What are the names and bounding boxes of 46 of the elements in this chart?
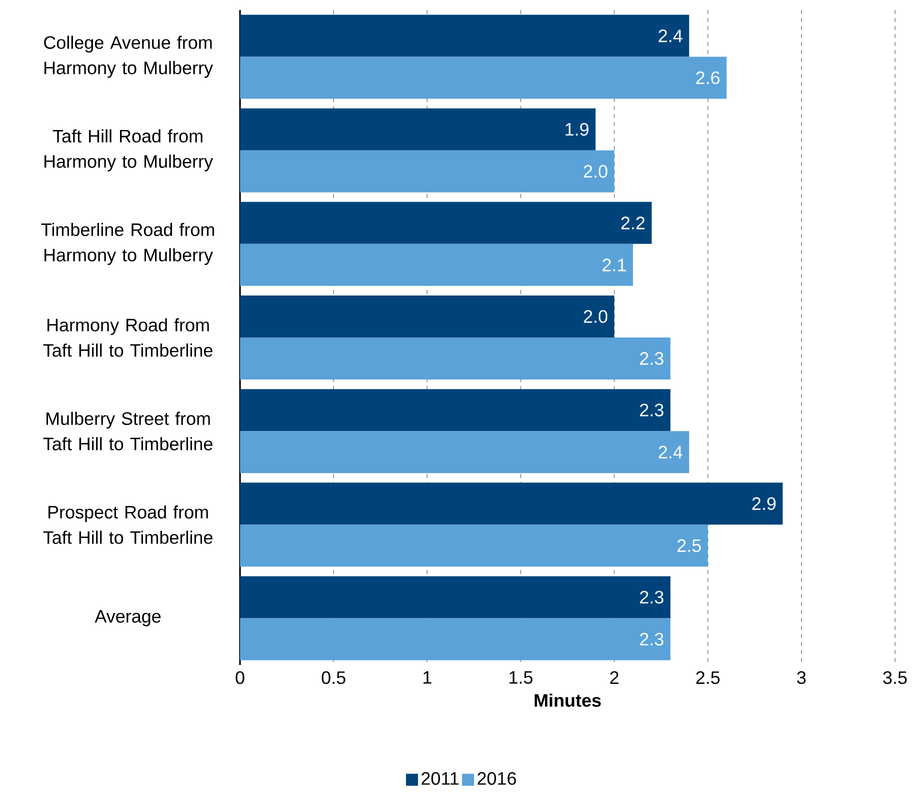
x-tick-label: 0.5 <box>322 671 346 684</box>
y-tick-label: Taft Hill Road from Harmony to Mulberry <box>44 129 214 172</box>
data-label: 2.0 <box>584 164 608 178</box>
x-tick-label: 3.5 <box>883 671 907 684</box>
bar <box>240 14 690 57</box>
y-tick-label: Harmony Road from Taft Hill to Timberline <box>43 318 212 357</box>
data-label: 2.2 <box>621 216 645 230</box>
x-tick-label: 2 <box>610 671 618 684</box>
x-tick-label: 3 <box>797 671 806 684</box>
bar <box>240 431 690 474</box>
x-tick-label: 2.5 <box>696 671 720 684</box>
bar <box>240 337 670 380</box>
legend-label: 2016 <box>478 772 516 785</box>
bar <box>240 150 614 192</box>
data-label: 2.9 <box>752 497 776 510</box>
data-label: 2.4 <box>658 30 682 42</box>
data-label: 2.5 <box>677 539 701 552</box>
data-label: 2.3 <box>640 352 664 365</box>
bar <box>240 482 783 525</box>
data-label: 2.0 <box>584 310 608 323</box>
y-tick-label: Mulberry Street from Taft Hill to Timberline <box>43 412 212 450</box>
bar <box>240 108 596 150</box>
x-tick-label: 1 <box>424 671 432 684</box>
bar <box>240 576 670 618</box>
bar <box>240 244 634 286</box>
bar <box>240 389 670 432</box>
x-tick-label: 0 <box>236 671 244 684</box>
data-label: 2.3 <box>640 632 664 646</box>
data-label: 2.3 <box>640 404 664 416</box>
y-tick-label: Timberline Road from Harmony to Mulberry <box>41 222 214 265</box>
bar <box>240 202 652 244</box>
bar <box>240 295 614 338</box>
data-label: 1.9 <box>566 122 588 136</box>
data-label: 2.1 <box>602 258 626 272</box>
y-tick-label: Average <box>94 610 161 626</box>
bar <box>240 56 727 99</box>
x-axis-title: Minutes <box>534 694 601 707</box>
data-label: 2.3 <box>640 590 664 604</box>
bar <box>240 618 670 660</box>
data-label: 2.6 <box>696 71 720 84</box>
legend-label: 2011 <box>422 772 458 785</box>
x-tick-label: 1.5 <box>510 671 532 684</box>
bar <box>240 524 708 567</box>
y-tick-label: Prospect Road from Taft Hill to Timberline <box>43 505 212 544</box>
data-label: 2.4 <box>658 446 682 458</box>
y-tick-label: College Avenue from Harmony to Mulberry <box>44 36 214 78</box>
